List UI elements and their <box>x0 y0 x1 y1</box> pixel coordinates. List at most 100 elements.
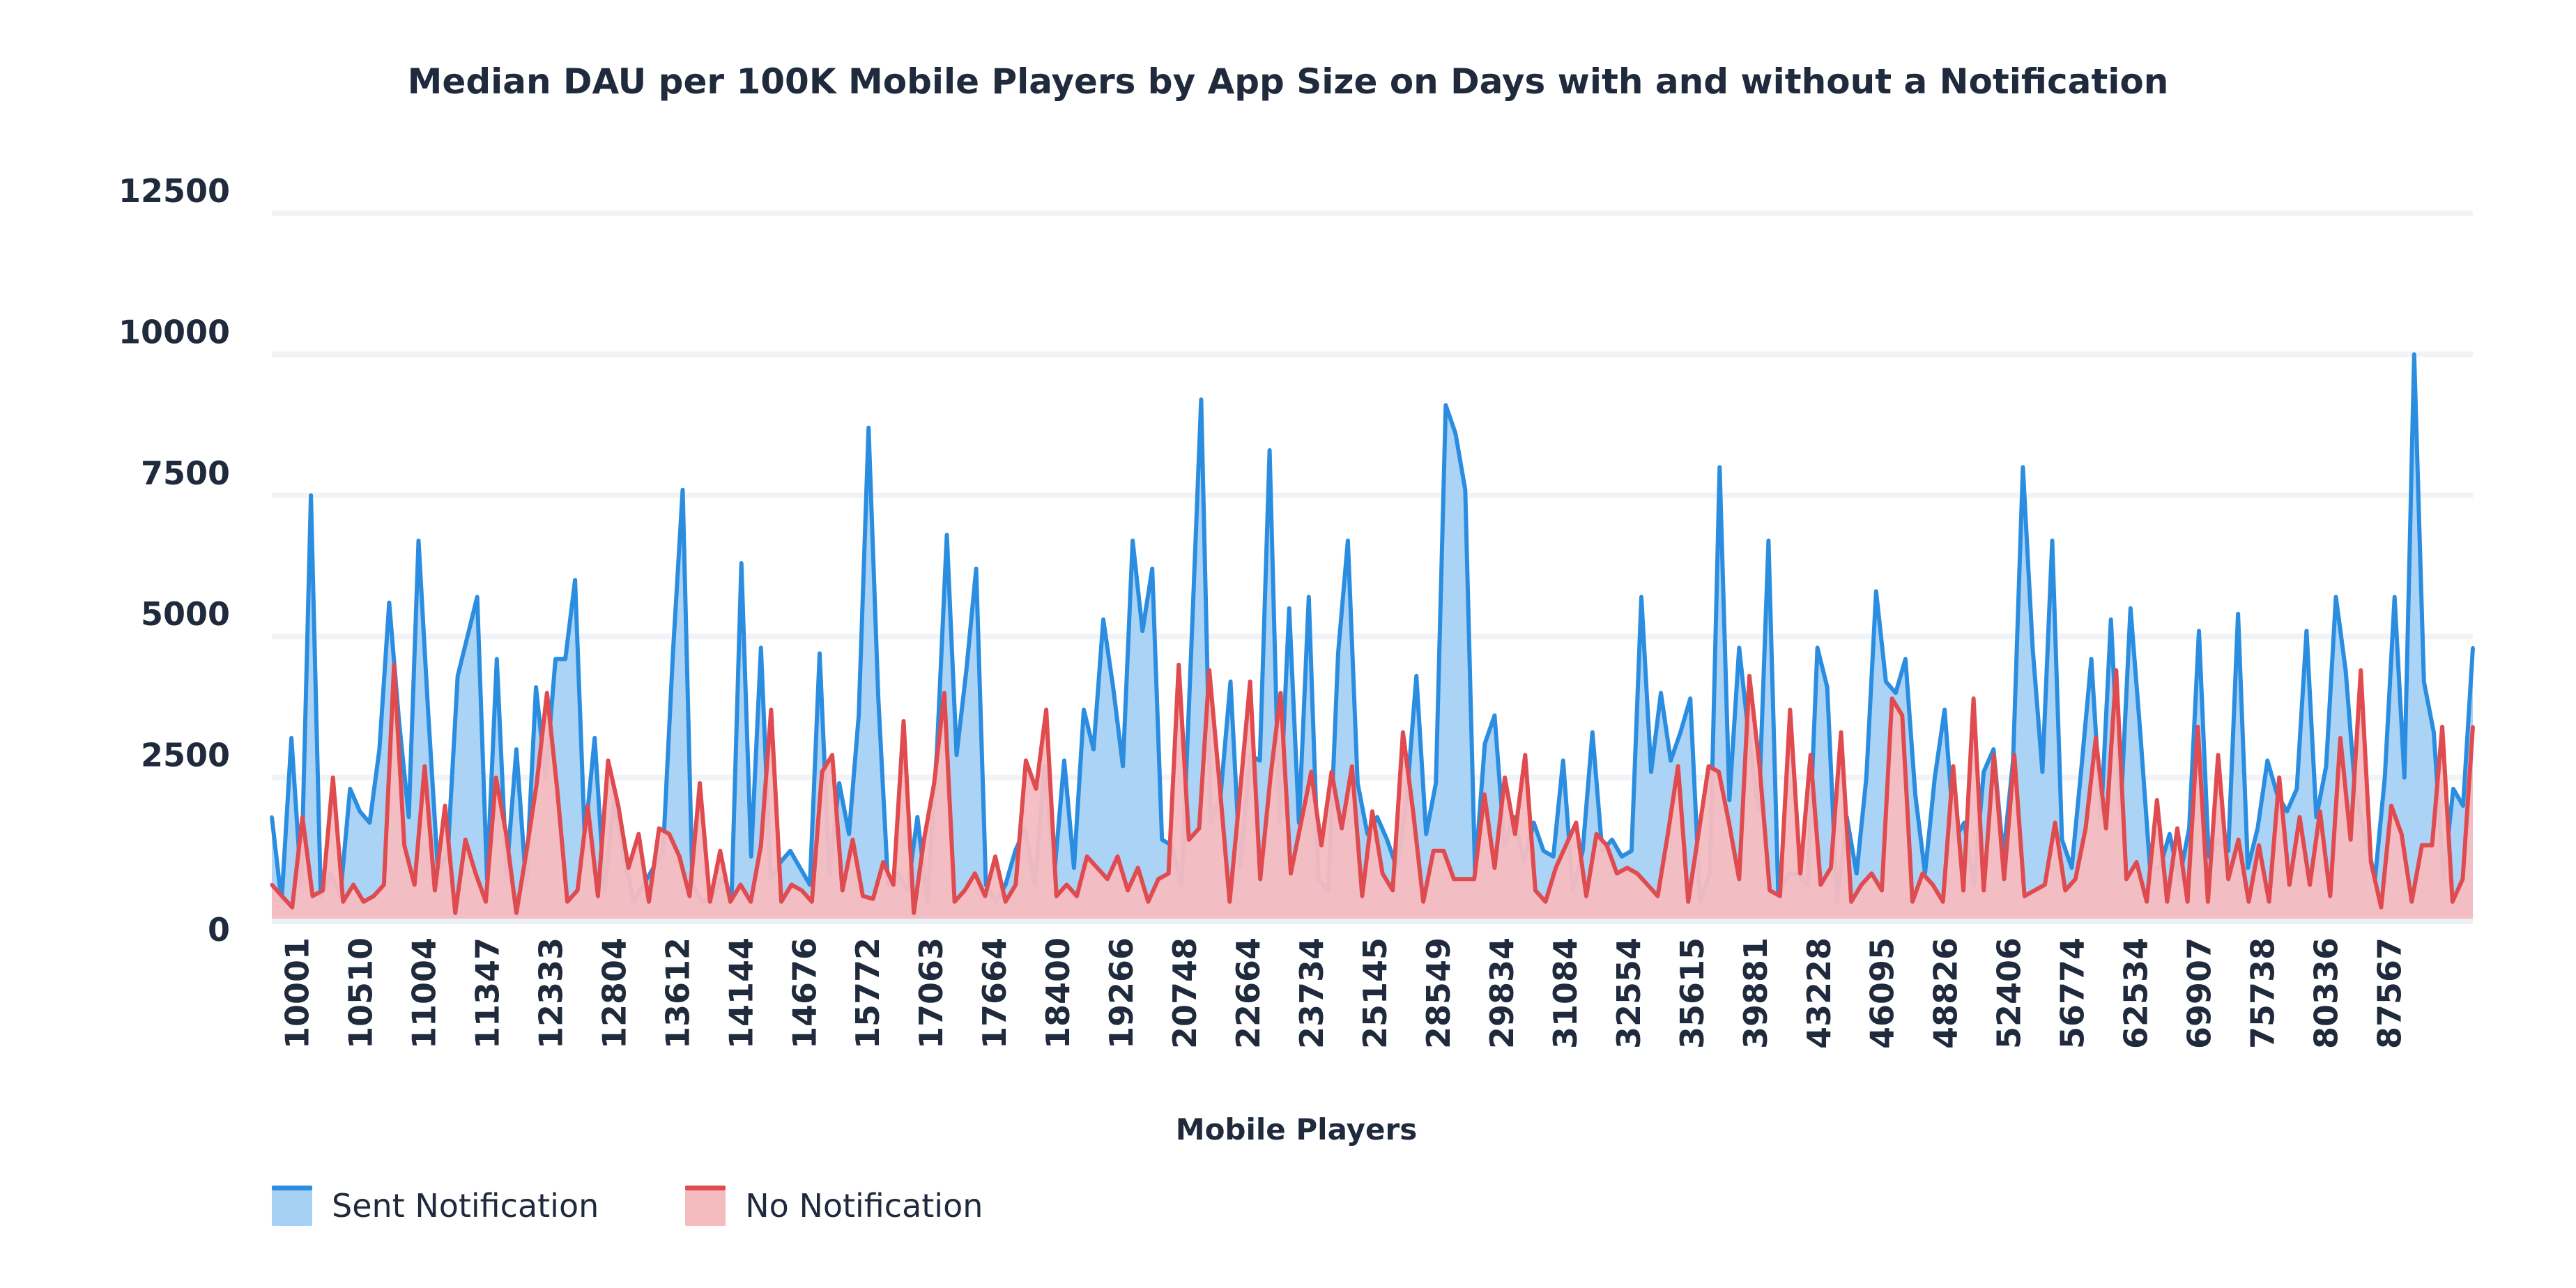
y-tick-label: 2500 <box>141 737 230 774</box>
data-point-no-notification <box>1727 820 1731 825</box>
data-point-no-notification <box>983 894 987 898</box>
y-tick-label: 12500 <box>118 172 230 210</box>
data-point-no-notification <box>1981 889 1986 892</box>
data-point-sent-notification <box>1140 629 1144 633</box>
data-point-sent-notification <box>1072 866 1076 870</box>
data-point-no-notification <box>1655 894 1659 898</box>
x-tick-label: 10510 <box>342 937 380 1049</box>
data-point-no-notification <box>422 764 427 768</box>
data-point-no-notification <box>2083 827 2087 830</box>
data-point-no-notification <box>1972 696 1976 700</box>
data-point-no-notification <box>2308 882 2312 887</box>
data-point-no-notification <box>576 889 580 892</box>
x-tick-label: 62534 <box>2117 937 2155 1049</box>
data-point-no-notification <box>739 882 742 887</box>
data-point-no-notification <box>616 804 620 808</box>
data-point-no-notification <box>1544 900 1547 904</box>
data-point-no-notification <box>1218 781 1222 785</box>
data-point-sent-notification <box>2412 352 2416 356</box>
data-point-no-notification <box>2073 877 2078 881</box>
data-point-sent-notification <box>1160 838 1164 842</box>
data-point-no-notification <box>647 900 651 904</box>
data-point-no-notification <box>1686 900 1690 904</box>
data-point-no-notification <box>779 900 783 904</box>
data-point-no-notification <box>1034 787 1038 791</box>
x-tick-label: 32554 <box>1610 937 1648 1049</box>
data-point-no-notification <box>2451 900 2455 904</box>
data-point-no-notification <box>2135 860 2138 864</box>
data-point-no-notification <box>402 843 406 848</box>
data-point-no-notification <box>1758 764 1762 768</box>
data-point-sent-notification <box>1062 758 1066 762</box>
data-point-no-notification <box>1075 894 1079 898</box>
data-point-sent-notification <box>1874 589 1878 593</box>
data-point-sent-notification <box>2080 764 2084 768</box>
data-point-no-notification <box>1421 900 1425 904</box>
data-point-sent-notification <box>1453 431 1457 436</box>
data-point-sent-notification <box>1991 747 1995 751</box>
data-point-no-notification <box>1258 877 1262 881</box>
x-tick-label: 29834 <box>1483 937 1521 1049</box>
data-point-sent-notification <box>1346 539 1350 543</box>
legend-swatch-sent-notification <box>272 1186 312 1226</box>
data-point-no-notification <box>362 900 366 904</box>
data-point-no-notification <box>830 753 834 757</box>
legend-item-no-notification[interactable]: No Notification <box>685 1186 983 1226</box>
data-point-sent-notification <box>2393 595 2397 599</box>
data-point-no-notification <box>2471 725 2475 729</box>
data-point-no-notification <box>759 843 763 848</box>
data-point-sent-notification <box>2070 866 2073 870</box>
data-point-sent-notification <box>1981 770 1986 774</box>
x-tick-label: 14144 <box>722 937 760 1049</box>
data-point-no-notification <box>443 804 447 808</box>
data-point-no-notification <box>2257 843 2261 848</box>
data-point-sent-notification <box>427 714 431 717</box>
data-point-no-notification <box>1289 871 1293 875</box>
data-point-sent-notification <box>974 567 979 571</box>
data-point-no-notification <box>1299 820 1303 825</box>
data-point-no-notification <box>280 894 284 898</box>
data-point-sent-notification <box>857 714 861 717</box>
data-point-no-notification <box>2012 753 2016 757</box>
data-point-sent-notification <box>1385 838 1389 842</box>
data-point-no-notification <box>1390 889 1395 892</box>
x-tick-label: 13612 <box>659 937 696 1049</box>
data-point-no-notification <box>351 882 355 887</box>
legend-label-no-notification: No Notification <box>745 1187 983 1225</box>
data-point-no-notification <box>1472 877 1476 881</box>
data-point-no-notification <box>2359 668 2363 673</box>
data-point-no-notification <box>2400 832 2404 836</box>
data-point-no-notification <box>932 781 936 785</box>
data-point-no-notification <box>891 882 896 887</box>
data-point-no-notification <box>2237 838 2241 842</box>
data-point-no-notification <box>1167 871 1171 875</box>
data-point-no-notification <box>1309 770 1313 774</box>
data-point-no-notification <box>392 663 396 667</box>
data-point-sent-notification <box>1649 770 1653 774</box>
data-point-sent-notification <box>407 815 411 819</box>
data-point-no-notification <box>2226 877 2230 881</box>
data-point-no-notification <box>1696 832 1701 836</box>
data-point-no-notification <box>1860 882 1864 887</box>
data-point-no-notification <box>2053 820 2057 825</box>
data-point-no-notification <box>1992 753 1996 757</box>
data-point-sent-notification <box>1727 798 1731 802</box>
data-point-sent-notification <box>553 657 558 661</box>
data-point-sent-notification <box>749 854 753 859</box>
data-point-no-notification <box>596 894 600 898</box>
data-point-sent-notification <box>2451 787 2455 791</box>
data-point-no-notification <box>2409 900 2414 904</box>
x-tick-label: 87567 <box>2371 937 2409 1049</box>
data-point-no-notification <box>1360 894 1364 898</box>
y-axis-tick-labels: 0 2500 5000 7500 10000 12500 <box>118 172 230 949</box>
data-point-sent-notification <box>1091 747 1096 751</box>
data-point-no-notification <box>1849 900 1853 904</box>
legend-item-sent-notification[interactable]: Sent Notification <box>272 1186 599 1226</box>
data-point-no-notification <box>565 900 569 904</box>
x-tick-label: 11004 <box>405 937 443 1049</box>
data-point-sent-notification <box>573 578 577 582</box>
data-point-sent-notification <box>1199 397 1203 401</box>
data-point-no-notification <box>2063 889 2067 892</box>
data-point-no-notification <box>1869 871 1873 875</box>
data-point-no-notification <box>473 871 477 875</box>
